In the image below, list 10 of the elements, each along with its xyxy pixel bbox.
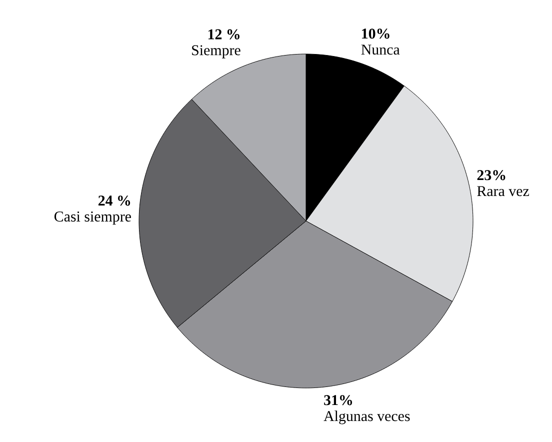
data-label: 24 % <box>98 196 130 206</box>
slice-label: Siempre <box>192 45 240 58</box>
slice-label: Casi siempre <box>54 212 131 225</box>
slice-label: Nunca <box>361 44 400 55</box>
data-label: 12 % <box>208 29 240 40</box>
data-label: 23% <box>477 170 506 180</box>
data-label: 10% <box>362 28 390 39</box>
data-label: 31% <box>324 395 352 406</box>
slice-label: Algunas veces <box>324 410 410 424</box>
slice-label: Rara vez <box>477 186 529 196</box>
